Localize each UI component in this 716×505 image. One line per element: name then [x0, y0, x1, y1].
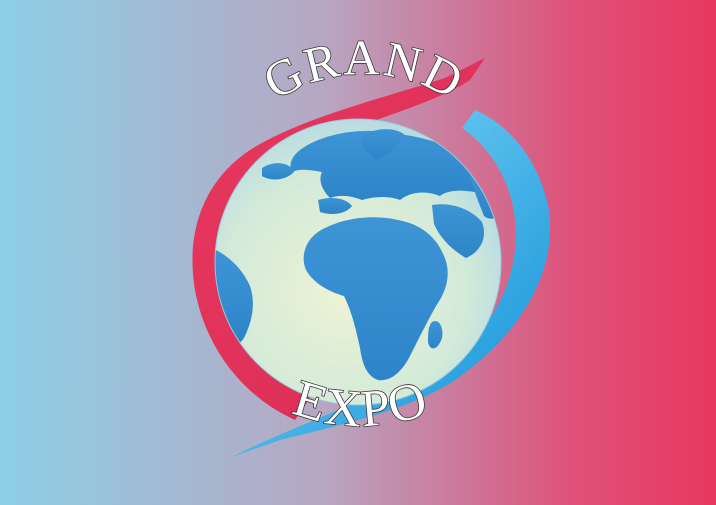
red-swoosh — [192, 58, 485, 420]
blue-swoosh — [232, 110, 551, 457]
logo-word-bottom: EXPO — [287, 370, 435, 439]
expo-text: EXPO — [286, 369, 433, 439]
globe-icon — [214, 118, 502, 406]
logo-word-top: GRAND — [254, 29, 473, 110]
grand-text: GRAND — [254, 28, 473, 110]
